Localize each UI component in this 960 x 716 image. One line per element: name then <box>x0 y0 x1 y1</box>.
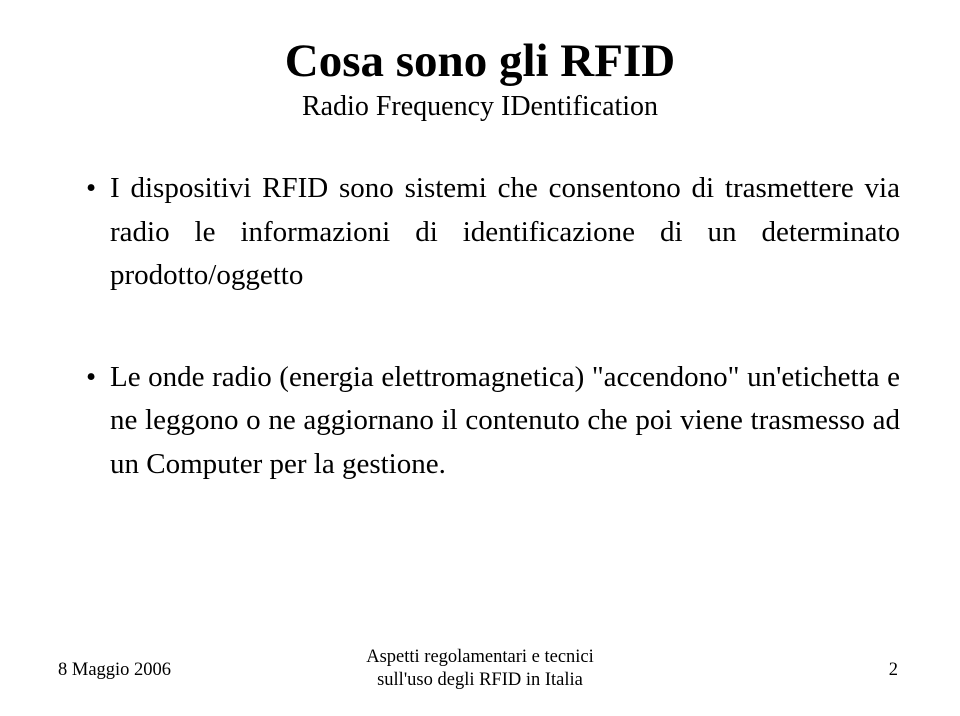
footer-center: Aspetti regolamentari e tecnici sull'uso… <box>0 646 960 692</box>
footer-page-number: 2 <box>889 659 898 682</box>
slide-subtitle: Radio Frequency IDentification <box>60 90 900 124</box>
slide: Cosa sono gli RFID Radio Frequency IDent… <box>0 0 960 716</box>
footer-center-line2: sull'uso degli RFID in Italia <box>377 670 583 690</box>
bullet-item: Le onde radio (energia elettromagnetica)… <box>86 356 900 487</box>
title-block: Cosa sono gli RFID Radio Frequency IDent… <box>60 36 900 123</box>
footer-center-line1: Aspetti regolamentari e tecnici <box>366 647 594 667</box>
bullet-list: I dispositivi RFID sono sistemi che cons… <box>60 167 900 486</box>
bullet-item: I dispositivi RFID sono sistemi che cons… <box>86 167 900 298</box>
slide-title: Cosa sono gli RFID <box>60 36 900 88</box>
